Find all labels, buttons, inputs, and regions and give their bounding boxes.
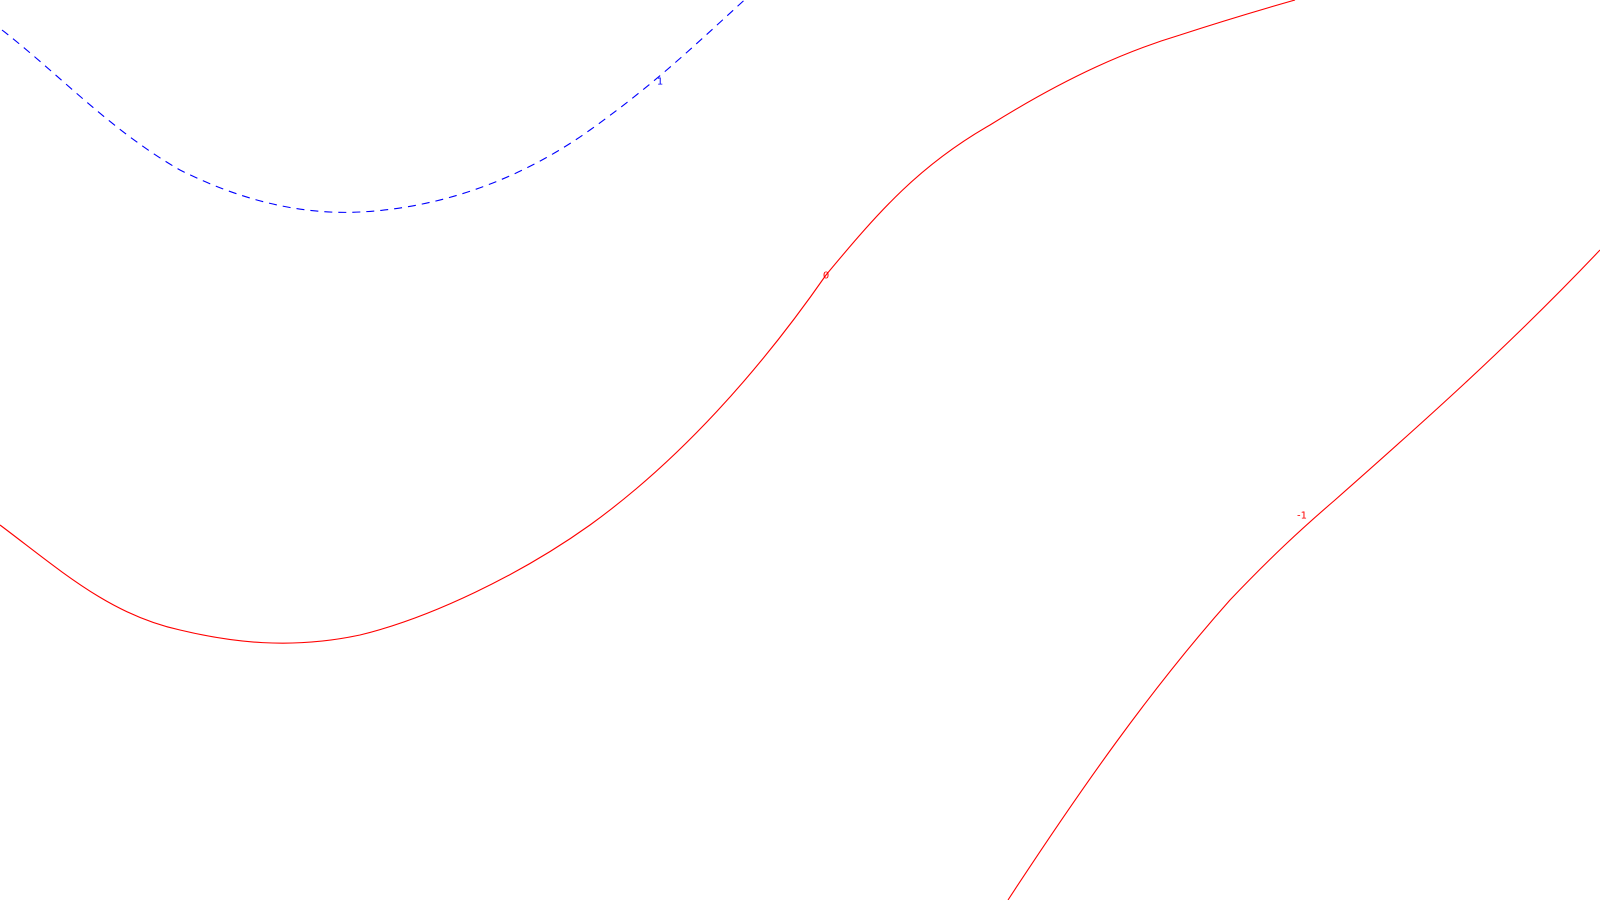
contour-label-1: 1 <box>657 77 663 88</box>
contour-line-neg1 <box>1007 249 1600 900</box>
contour-label-neg1: -1 <box>1297 511 1307 522</box>
contour-label-0: 0 <box>823 271 829 282</box>
contour-line-0 <box>0 0 1296 644</box>
contour-line-1 <box>1 0 746 213</box>
